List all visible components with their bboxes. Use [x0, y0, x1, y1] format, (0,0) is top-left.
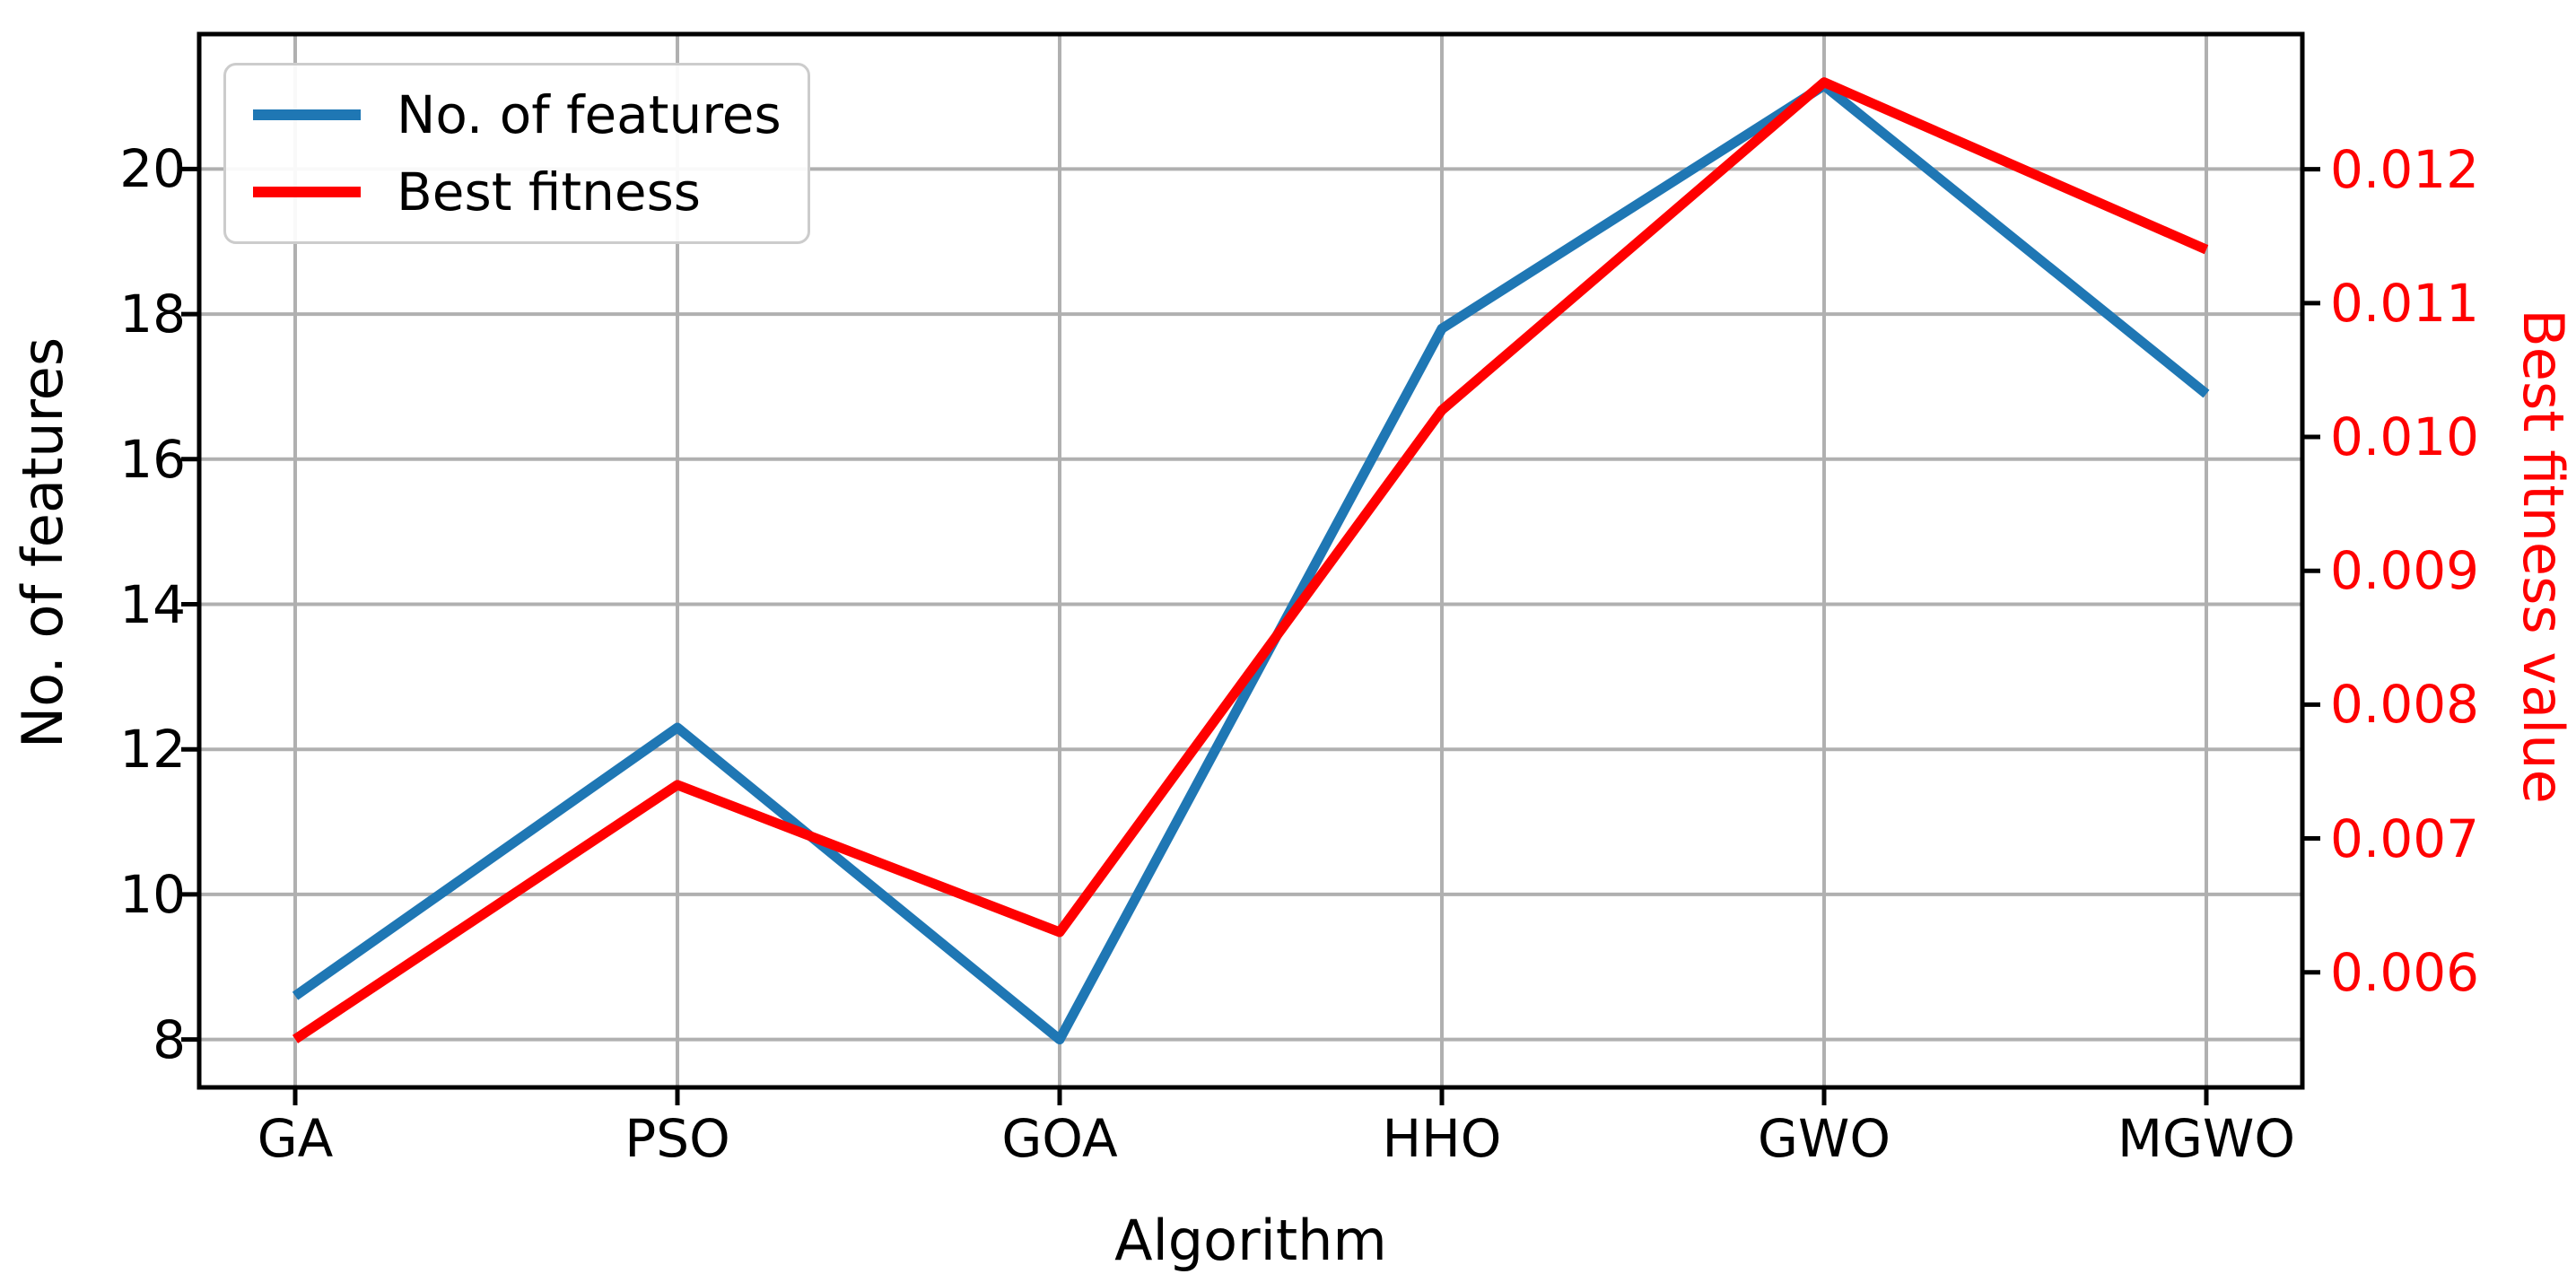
left-tick-label-14: 14 — [119, 573, 186, 635]
x-tick-label-GWO: GWO — [1758, 1108, 1891, 1169]
right-tick-label-0.011: 0.011 — [2330, 272, 2480, 334]
right-tick-label-0.007: 0.007 — [2330, 807, 2480, 869]
left-tick-label-10: 10 — [119, 863, 186, 925]
left-tick-label-16: 16 — [119, 428, 186, 490]
left-tick-label-8: 8 — [153, 1008, 186, 1070]
right-tick-label-0.009: 0.009 — [2330, 540, 2480, 602]
left-tick-label-12: 12 — [119, 719, 186, 781]
axes-spines — [196, 31, 2305, 1090]
legend-item-best-fitness: Best fitness — [253, 166, 781, 218]
x-tick-label-GOA: GOA — [1001, 1108, 1118, 1169]
right-tick-label-0.010: 0.010 — [2330, 406, 2480, 467]
left-axis-label: No. of features — [10, 336, 75, 749]
x-axis-label: Algorithm — [1114, 1208, 1387, 1273]
legend-label: Best fitness — [397, 161, 702, 223]
x-tick-label-MGWO: MGWO — [2118, 1108, 2295, 1169]
right-tick-label-0.006: 0.006 — [2330, 941, 2480, 1003]
x-tick-label-GA: GA — [257, 1108, 334, 1169]
right-tick-label-0.008: 0.008 — [2330, 674, 2480, 736]
legend: No. of features Best fitness — [223, 63, 810, 244]
right-tick-label-0.012: 0.012 — [2330, 138, 2480, 200]
left-tick-label-18: 18 — [119, 284, 186, 345]
series-line-no-of-features — [292, 80, 2210, 1045]
legend-line-swatch — [253, 187, 361, 197]
legend-item-no-of-features: No. of features — [253, 84, 782, 145]
x-tick-label-PSO: PSO — [624, 1108, 730, 1169]
legend-label: No. of features — [397, 84, 782, 145]
series-line-best-fitness — [292, 77, 2209, 1043]
x-tick-label-HHO: HHO — [1382, 1108, 1502, 1169]
right-axis-label: Best fitness value — [2511, 309, 2576, 804]
legend-line-swatch — [253, 109, 361, 120]
left-tick-label-20: 20 — [119, 138, 186, 200]
